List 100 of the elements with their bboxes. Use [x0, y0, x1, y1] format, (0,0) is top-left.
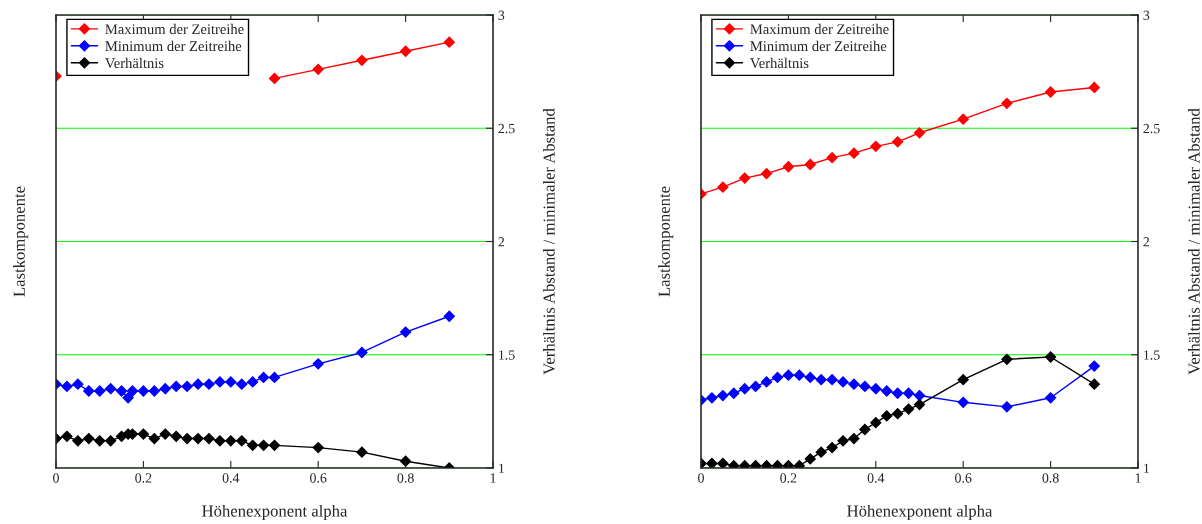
point: [902, 387, 915, 399]
point: [312, 442, 324, 454]
point: [739, 383, 751, 395]
point: [214, 376, 226, 388]
point: [782, 161, 795, 173]
point: [826, 374, 838, 386]
point: [870, 140, 882, 152]
point: [356, 346, 368, 359]
point: [236, 378, 248, 390]
point: [892, 408, 904, 420]
point: [870, 383, 882, 395]
point: [61, 430, 73, 442]
legend-label: Minimum der Zeitreihe: [750, 40, 887, 52]
point: [881, 410, 893, 422]
point: [760, 376, 773, 388]
point: [848, 432, 860, 445]
y-axis-title: Lastkomponente: [658, 186, 674, 297]
y2-axis-title: Verhältnis Abstand / minimaler Abstand: [543, 108, 555, 375]
y2-tick-label: 2.5: [498, 123, 515, 134]
x-tick-label: 0.6: [310, 473, 327, 483]
point: [268, 439, 281, 451]
point: [1001, 401, 1013, 413]
x-tick-label: 1: [490, 473, 496, 483]
x-tick-label: 0.4: [222, 473, 240, 483]
point: [247, 439, 259, 451]
point: [126, 385, 139, 397]
point: [848, 378, 860, 390]
y2-tick-label: 3: [1143, 10, 1150, 20]
point: [94, 385, 106, 397]
x-tick-label: 0: [53, 473, 59, 483]
legend-label: Verhältnis: [105, 57, 164, 69]
point: [804, 371, 816, 384]
point: [257, 439, 270, 451]
point: [105, 435, 117, 447]
x-tick-label: 0.4: [867, 473, 885, 483]
point: [717, 181, 729, 193]
point: [837, 435, 849, 447]
point: [170, 380, 182, 393]
point: [170, 430, 182, 442]
point: [137, 428, 150, 440]
point: [181, 432, 193, 445]
legend-label: Verhältnis: [750, 57, 809, 69]
point: [1044, 86, 1057, 98]
point: [268, 371, 281, 384]
point: [443, 36, 455, 48]
point: [203, 378, 215, 390]
y2-tick-label: 1.5: [499, 350, 515, 360]
point: [1088, 360, 1100, 372]
x-tick-label: 1: [1135, 473, 1141, 483]
point: [804, 158, 816, 171]
point: [122, 392, 134, 404]
point: [826, 442, 838, 454]
point: [192, 432, 204, 445]
point: [892, 387, 904, 399]
point: [356, 446, 368, 458]
point: [268, 72, 281, 85]
point: [443, 310, 455, 322]
point: [957, 396, 969, 408]
x-axis-title: Höhenexponent alpha: [202, 504, 348, 521]
point: [804, 453, 816, 465]
y2-tick-label: 2: [498, 237, 505, 247]
point: [137, 385, 150, 397]
y-axis-title: Lastkomponente: [13, 186, 29, 297]
point: [159, 383, 171, 395]
point: [815, 374, 827, 386]
point: [717, 389, 729, 402]
point: [72, 378, 84, 390]
point: [399, 455, 412, 467]
x-tick-label: 0.8: [1042, 473, 1059, 483]
point: [826, 152, 838, 164]
point: [913, 127, 926, 139]
x-tick-label: 0: [698, 473, 704, 483]
point: [859, 423, 871, 436]
point: [83, 432, 95, 445]
point: [1001, 97, 1013, 109]
point: [771, 371, 784, 384]
point: [356, 54, 368, 66]
point: [148, 385, 160, 397]
point: [214, 435, 226, 447]
x-tick-label: 0.6: [955, 473, 972, 483]
point: [1044, 392, 1057, 404]
point: [913, 398, 926, 411]
y2-tick-label: 2: [1143, 237, 1150, 247]
point: [72, 435, 84, 447]
point: [1001, 353, 1013, 365]
point: [181, 380, 193, 393]
point: [782, 369, 795, 381]
point: [1044, 351, 1057, 363]
point: [94, 435, 106, 447]
point: [957, 374, 969, 386]
legend-label: Minimum der Zeitreihe: [105, 40, 242, 52]
point: [793, 369, 805, 381]
point: [203, 432, 215, 445]
point: [1088, 378, 1100, 390]
point: [760, 167, 773, 180]
point: [717, 457, 729, 468]
point: [61, 380, 73, 393]
point: [706, 457, 718, 468]
point: [870, 417, 882, 429]
point: [848, 147, 860, 159]
